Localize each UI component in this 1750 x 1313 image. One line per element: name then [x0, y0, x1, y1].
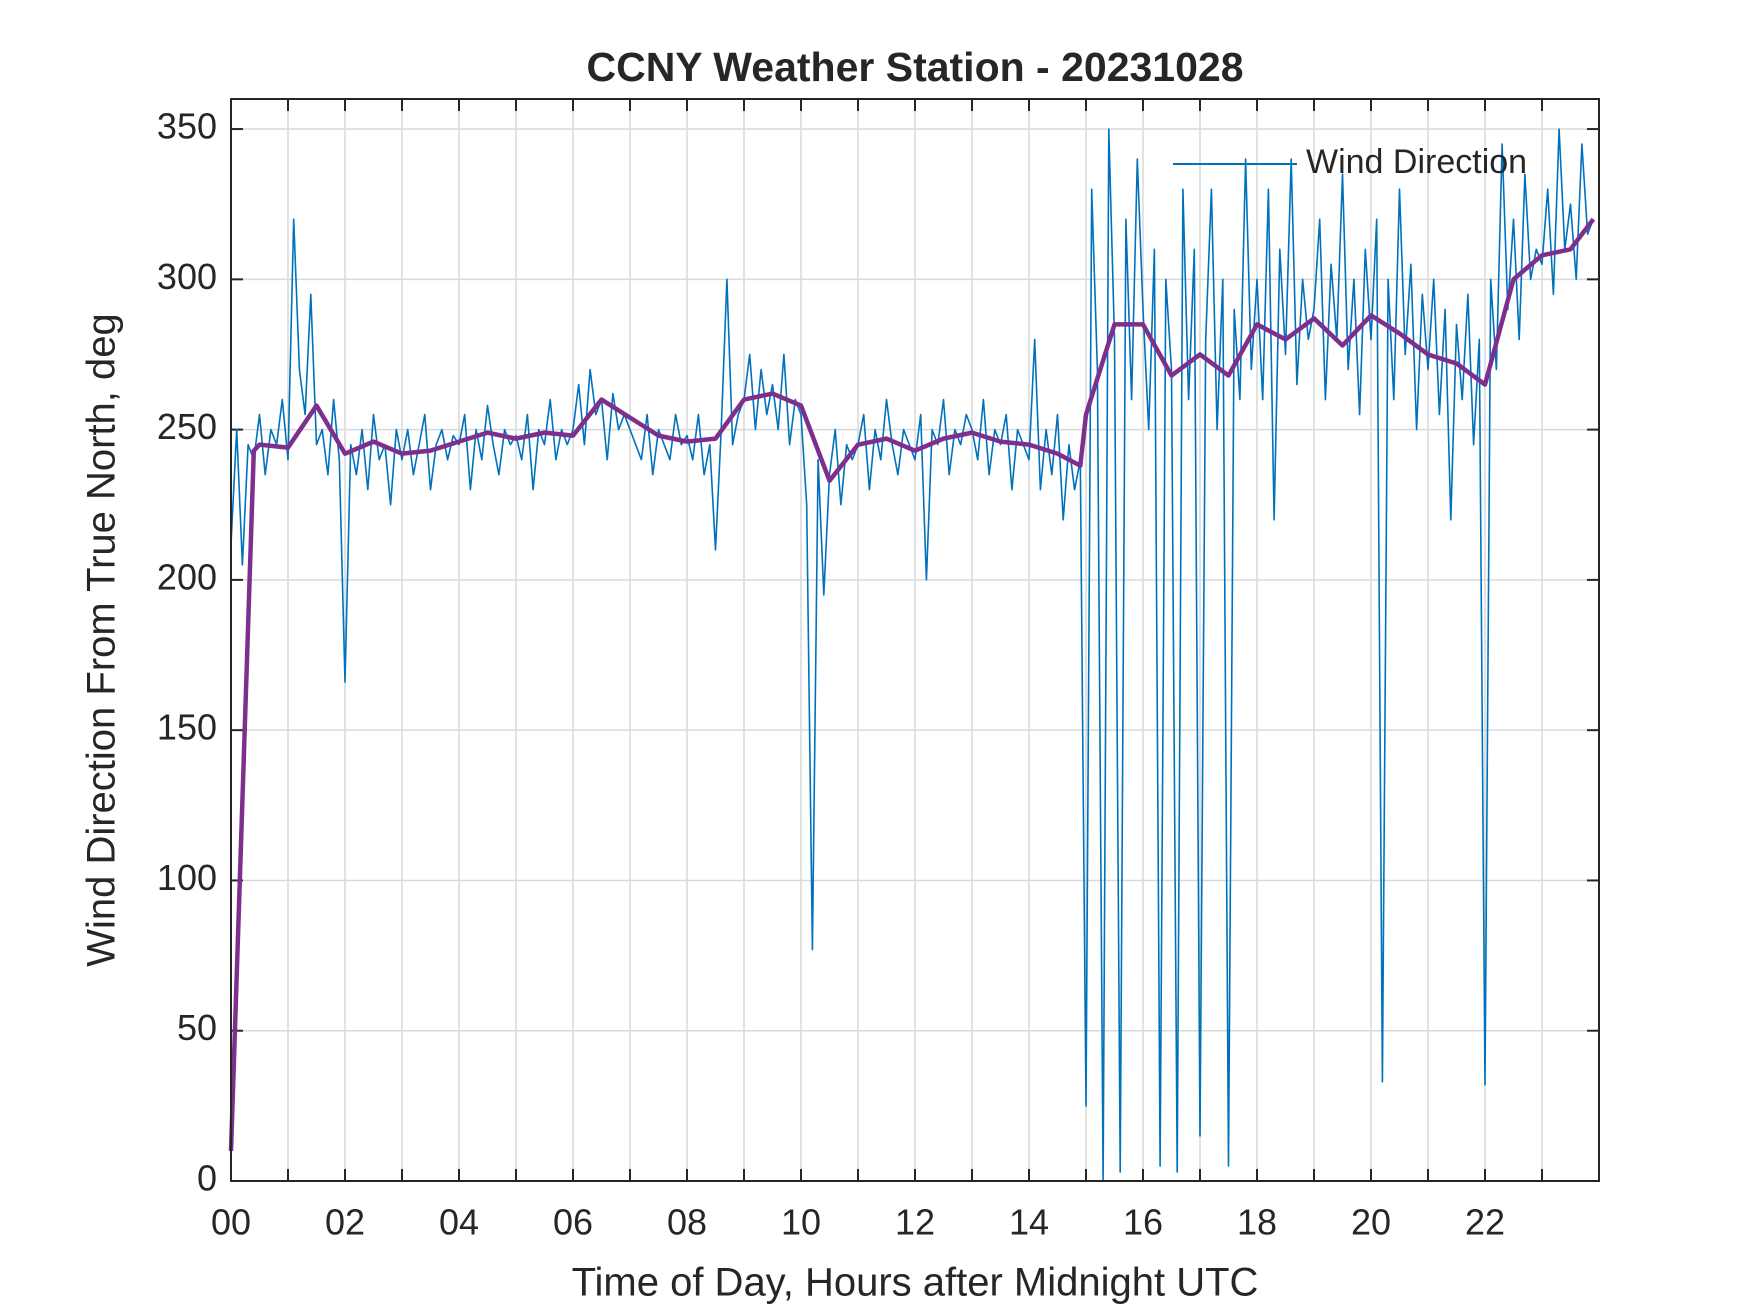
y-tick-label: 150	[157, 707, 217, 748]
x-tick-label: 20	[1351, 1202, 1391, 1243]
y-tick-label: 250	[157, 406, 217, 447]
data-line	[228, 217, 1596, 1152]
x-tick-label: 14	[1009, 1202, 1049, 1243]
x-tick-label: 08	[667, 1202, 707, 1243]
axes-box	[230, 98, 1600, 1182]
x-tick-label: 18	[1237, 1202, 1277, 1243]
y-tick-label: 100	[157, 857, 217, 898]
x-tick-label: 22	[1465, 1202, 1505, 1243]
y-tick-label: 350	[157, 106, 217, 147]
x-tick-label: 02	[325, 1202, 365, 1243]
y-tick-label: 300	[157, 256, 217, 297]
y-axis-label: Wind Direction From True North, deg	[80, 313, 124, 967]
x-tick-label: 12	[895, 1202, 935, 1243]
x-tick-label: 10	[781, 1202, 821, 1243]
x-tick-label: 16	[1123, 1202, 1163, 1243]
y-tick-label: 50	[177, 1007, 217, 1048]
x-tick-label: 06	[553, 1202, 593, 1243]
y-tick-label: 200	[157, 556, 217, 597]
x-tick-label: 00	[211, 1202, 251, 1243]
chart-title: CCNY Weather Station - 20231028	[586, 44, 1243, 90]
y-tick-label: 0	[197, 1158, 217, 1199]
x-tick-label: 04	[439, 1202, 479, 1243]
x-axis-label: Time of Day, Hours after Midnight UTC	[572, 1261, 1259, 1305]
legend-label: Wind Direction	[1306, 143, 1527, 181]
